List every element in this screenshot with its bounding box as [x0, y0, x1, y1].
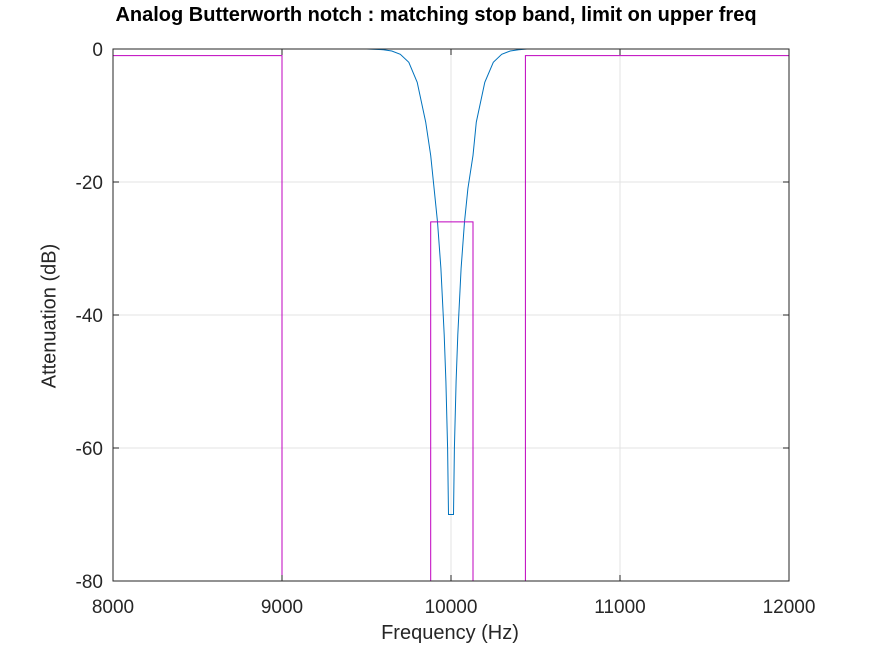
grid-lines — [112, 48, 790, 582]
series-line — [113, 55, 789, 582]
y-tick-label: -20 — [76, 173, 103, 194]
x-tick-label: 12000 — [763, 597, 816, 618]
x-axis-label: Frequency (Hz) — [381, 622, 519, 644]
axis-ticks: 8000 9000 10000 11000 12000 -80 -60 -40 -20 0 — [76, 40, 816, 618]
y-tick-label: -40 — [76, 306, 103, 327]
y-tick-label: -60 — [76, 439, 103, 460]
chart-title: Analog Butterworth notch : matching stop… — [115, 4, 757, 26]
y-tick-label: 0 — [92, 40, 103, 61]
series-line — [113, 48, 789, 515]
x-tick-label: 9000 — [261, 597, 303, 618]
x-tick-label: 11000 — [594, 597, 645, 618]
x-tick-label: 10000 — [425, 597, 478, 618]
x-tick-label: 8000 — [92, 597, 134, 618]
y-tick-label: -80 — [76, 572, 103, 593]
y-axis-label: Attenuation (dB) — [38, 243, 61, 389]
